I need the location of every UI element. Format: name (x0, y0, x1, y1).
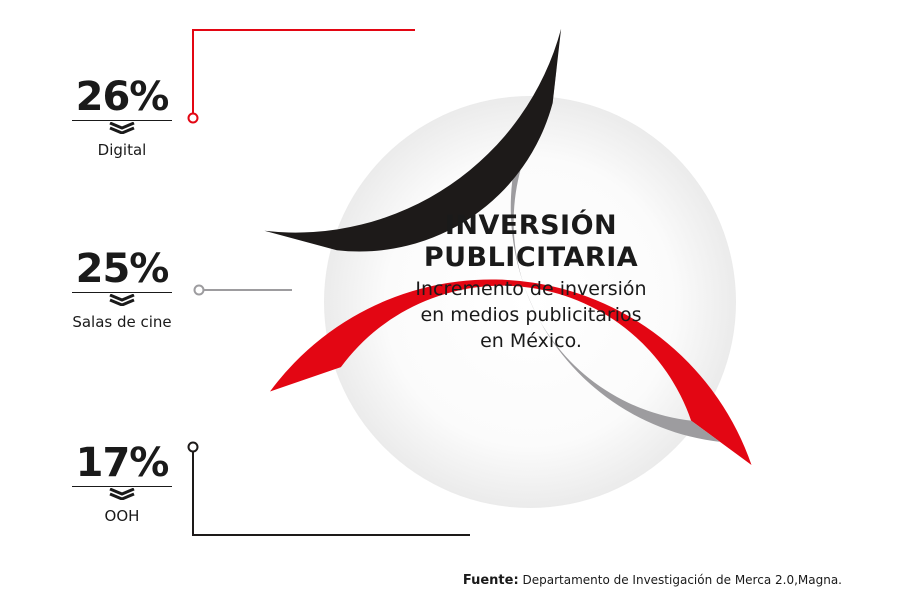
stat-ooh: 17% OOH (67, 440, 177, 525)
leader-line-ooh (192, 447, 470, 536)
label-digital: Digital (97, 141, 147, 159)
leader-line-digital (192, 29, 415, 118)
chart-subtitle: Incremento de inversión en medios public… (372, 276, 690, 354)
leader-dot-salas (193, 284, 205, 296)
leader-dot-digital (187, 112, 199, 124)
subtitle-line: en medios publicitarios (420, 304, 642, 326)
pct-ooh: 17% (75, 440, 170, 486)
pct-digital: 26% (75, 74, 170, 120)
label-salas-de-cine: Salas de cine (72, 313, 172, 331)
center-text: INVERSIÓN PUBLICITARIA Incremento de inv… (372, 210, 690, 354)
source-label: Fuente: (462, 573, 519, 588)
divider (72, 120, 172, 121)
source-note: Fuente: Departamento de Investigación de… (463, 573, 842, 588)
chevron-down-icon (109, 121, 135, 135)
stat-salas-de-cine: 25% Salas de cine (67, 246, 177, 331)
stat-digital: 26% Digital (67, 74, 177, 159)
label-ooh: OOH (104, 507, 140, 525)
chart-title: INVERSIÓN PUBLICITARIA (423, 210, 639, 273)
subtitle-line: Incremento de inversión (415, 278, 647, 300)
segment-ooh (264, 28, 562, 252)
source-text: Departamento de Investigación de Merca 2… (522, 573, 842, 587)
chevron-down-icon (109, 293, 135, 307)
pct-salas-de-cine: 25% (75, 246, 170, 292)
divider (72, 292, 172, 293)
subtitle-line: en México. (480, 330, 582, 352)
leader-dot-ooh (187, 441, 199, 453)
divider (72, 486, 172, 487)
chevron-down-icon (109, 487, 135, 501)
segment-digital (270, 279, 752, 465)
